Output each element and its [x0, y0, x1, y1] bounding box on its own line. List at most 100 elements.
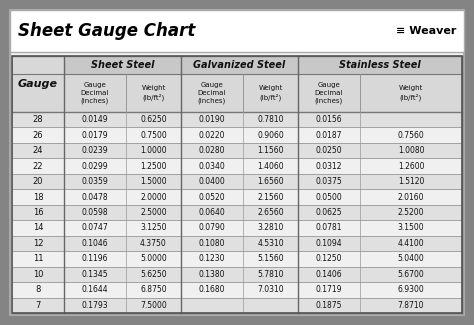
Text: 20: 20	[33, 177, 43, 186]
Text: 0.0187: 0.0187	[316, 131, 342, 140]
Text: 0.1094: 0.1094	[316, 239, 342, 248]
Text: 24: 24	[33, 146, 43, 155]
Text: 0.0239: 0.0239	[82, 146, 109, 155]
Text: 0.1250: 0.1250	[316, 254, 342, 263]
Bar	[10, 10, 464, 52]
Text: 5.6700: 5.6700	[398, 270, 424, 279]
Bar	[12, 282, 462, 298]
Text: 2.1560: 2.1560	[257, 192, 284, 202]
Text: 1.1560: 1.1560	[257, 146, 284, 155]
Text: 2.0160: 2.0160	[398, 192, 424, 202]
Text: 0.0478: 0.0478	[82, 192, 109, 202]
Text: 2.5200: 2.5200	[398, 208, 424, 217]
Text: 0.0179: 0.0179	[82, 131, 109, 140]
Bar	[298, 74, 360, 112]
Text: 1.6560: 1.6560	[257, 177, 284, 186]
Text: 1.2600: 1.2600	[398, 162, 424, 171]
Text: 0.0149: 0.0149	[82, 115, 109, 124]
Text: 1.4060: 1.4060	[257, 162, 284, 171]
Bar	[12, 56, 462, 313]
Text: 1.5120: 1.5120	[398, 177, 424, 186]
Text: 0.0640: 0.0640	[199, 208, 225, 217]
Text: 0.0156: 0.0156	[316, 115, 342, 124]
Text: 0.7810: 0.7810	[257, 115, 284, 124]
Bar	[12, 298, 462, 313]
Text: 10: 10	[33, 270, 43, 279]
Text: 0.1046: 0.1046	[82, 239, 109, 248]
Text: 22: 22	[33, 162, 43, 171]
Text: 5.6250: 5.6250	[140, 270, 167, 279]
Bar	[64, 56, 181, 74]
Text: Weight
(lb/ft²): Weight (lb/ft²)	[258, 85, 283, 101]
Text: 5.7810: 5.7810	[257, 270, 284, 279]
Text: Gauge
Decimal
(inches): Gauge Decimal (inches)	[315, 82, 343, 104]
Text: 0.0340: 0.0340	[199, 162, 225, 171]
Text: 3.1250: 3.1250	[140, 224, 167, 232]
Text: 7.5000: 7.5000	[140, 301, 167, 310]
Text: 2.5000: 2.5000	[140, 208, 167, 217]
Text: 0.0781: 0.0781	[316, 224, 342, 232]
Text: Stainless Steel: Stainless Steel	[339, 60, 421, 70]
Text: 0.1875: 0.1875	[316, 301, 342, 310]
Text: 5.0400: 5.0400	[398, 254, 424, 263]
Text: Gauge: Gauge	[18, 79, 58, 89]
Text: 0.0790: 0.0790	[199, 224, 225, 232]
Text: 0.1230: 0.1230	[199, 254, 225, 263]
Bar	[181, 74, 243, 112]
Text: 7.8710: 7.8710	[398, 301, 424, 310]
Text: 0.0500: 0.0500	[316, 192, 342, 202]
Text: 0.1080: 0.1080	[199, 239, 225, 248]
Text: 6.8750: 6.8750	[140, 285, 167, 294]
Bar	[12, 127, 462, 143]
Text: 1.0080: 1.0080	[398, 146, 424, 155]
Text: 0.1345: 0.1345	[82, 270, 109, 279]
Text: Sheet Gauge Chart: Sheet Gauge Chart	[18, 22, 195, 40]
Text: 1.0000: 1.0000	[140, 146, 167, 155]
Text: Gauge
Decimal
(inches): Gauge Decimal (inches)	[198, 82, 226, 104]
Text: Sheet Steel: Sheet Steel	[91, 60, 154, 70]
Bar	[12, 236, 462, 251]
Text: 0.0190: 0.0190	[199, 115, 225, 124]
Text: 0.0250: 0.0250	[316, 146, 342, 155]
Bar	[12, 251, 462, 266]
Text: 2.0000: 2.0000	[140, 192, 167, 202]
Text: 1.5000: 1.5000	[140, 177, 167, 186]
Text: 0.1644: 0.1644	[82, 285, 109, 294]
Bar	[12, 220, 462, 236]
Text: 14: 14	[33, 224, 43, 232]
Bar	[126, 74, 181, 112]
Text: 0.1380: 0.1380	[199, 270, 225, 279]
Text: 3.2810: 3.2810	[257, 224, 283, 232]
Bar	[12, 174, 462, 189]
Text: 0.7560: 0.7560	[398, 131, 424, 140]
Text: 0.0747: 0.0747	[82, 224, 109, 232]
Text: 2.6560: 2.6560	[257, 208, 284, 217]
Bar	[243, 74, 298, 112]
Text: 6.9300: 6.9300	[398, 285, 424, 294]
Text: 5.1560: 5.1560	[257, 254, 284, 263]
Bar	[298, 56, 462, 74]
Bar	[12, 143, 462, 158]
Bar	[12, 56, 64, 313]
Text: 0.1196: 0.1196	[82, 254, 108, 263]
Text: 0.1406: 0.1406	[316, 270, 342, 279]
Text: 18: 18	[33, 192, 43, 202]
Text: ≡ Weaver: ≡ Weaver	[396, 26, 456, 36]
Text: Gauge
Decimal
(inches): Gauge Decimal (inches)	[81, 82, 109, 104]
Text: 0.0299: 0.0299	[82, 162, 109, 171]
Text: Weight
(lb/ft²): Weight (lb/ft²)	[141, 85, 166, 101]
Bar	[64, 74, 126, 112]
Text: 0.1680: 0.1680	[199, 285, 225, 294]
Text: 0.0312: 0.0312	[316, 162, 342, 171]
Bar	[12, 158, 462, 174]
Text: 4.3750: 4.3750	[140, 239, 167, 248]
Text: 0.6250: 0.6250	[140, 115, 167, 124]
Text: Weight
(lb/ft²): Weight (lb/ft²)	[399, 85, 423, 101]
Bar	[360, 74, 462, 112]
Text: 0.0375: 0.0375	[316, 177, 342, 186]
Text: 3.1500: 3.1500	[398, 224, 424, 232]
Bar	[12, 266, 462, 282]
Text: 0.1719: 0.1719	[316, 285, 342, 294]
Text: 0.0359: 0.0359	[82, 177, 109, 186]
Text: 12: 12	[33, 239, 43, 248]
